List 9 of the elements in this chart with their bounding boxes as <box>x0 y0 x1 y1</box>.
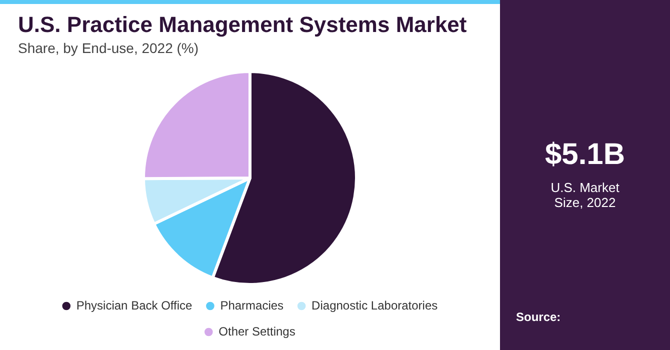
chart-title: U.S. Practice Management Systems Market <box>18 12 467 38</box>
chart-subtitle: Share, by End-use, 2022 (%) <box>18 40 199 56</box>
legend-label: Diagnostic Laboratories <box>312 298 438 312</box>
text: $5.1B <box>544 138 626 172</box>
legend-label: Physician Back Office <box>76 298 193 312</box>
source-note: Source: <box>516 310 561 324</box>
text: U.S. Market Size, 2022 <box>550 180 620 210</box>
legend-label: Other Settings <box>218 324 296 338</box>
legend-label: Pharmacies <box>220 298 284 312</box>
